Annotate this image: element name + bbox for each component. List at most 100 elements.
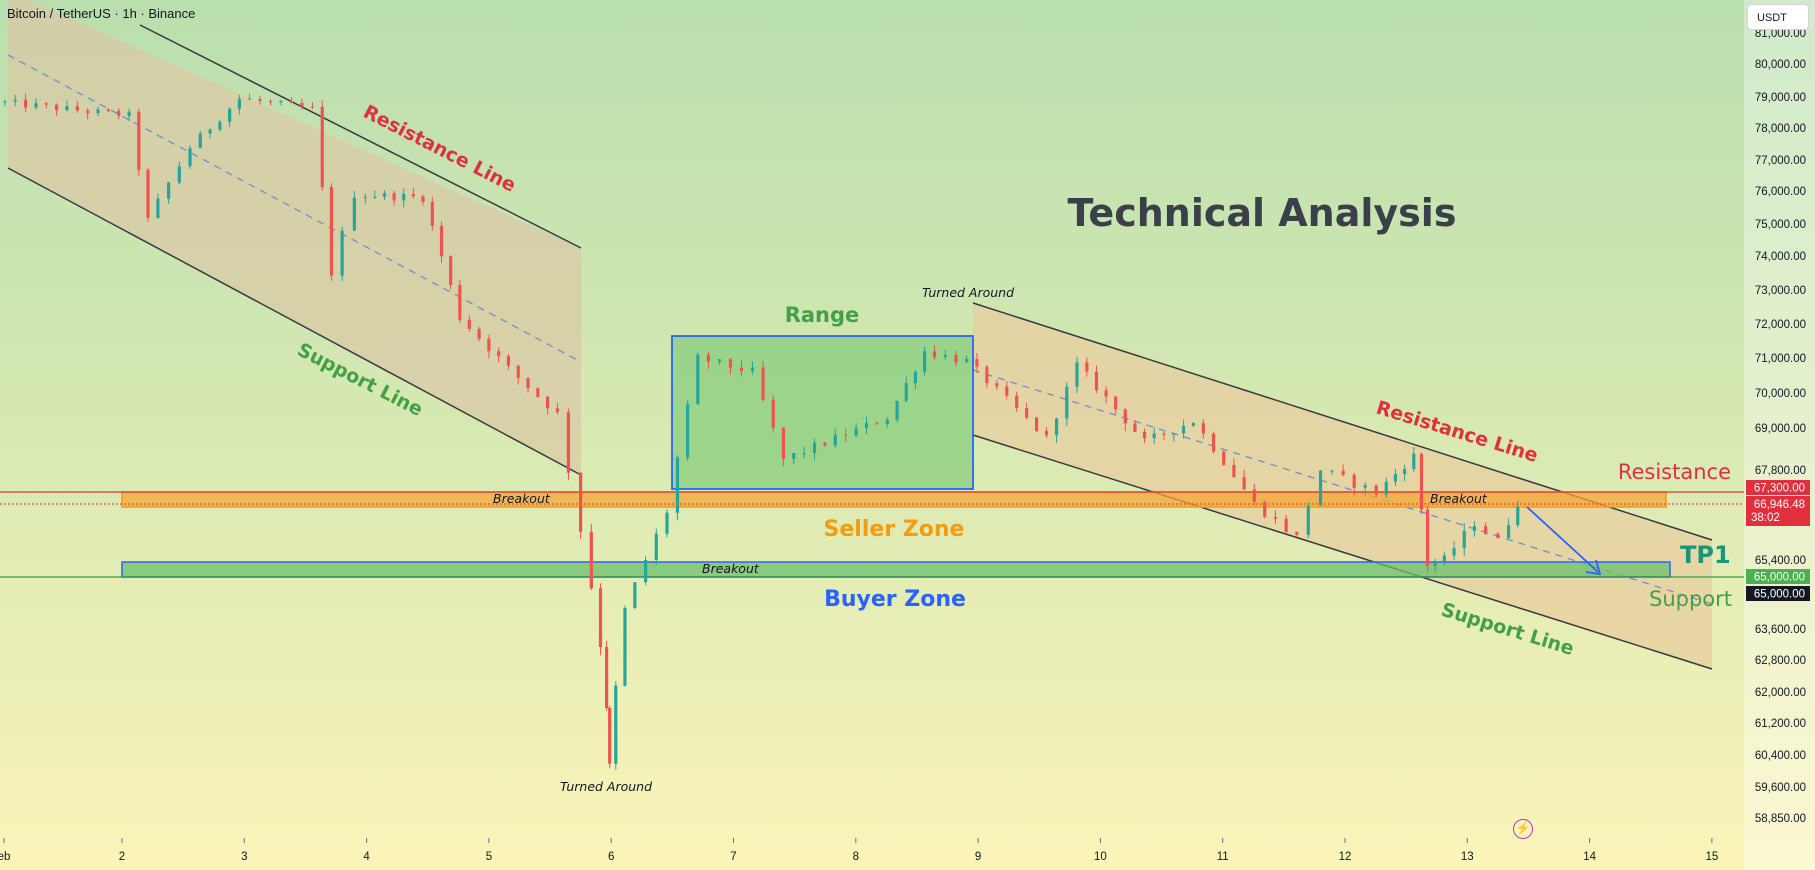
candle	[1104, 386, 1108, 404]
price-tick-label: 60,400.00	[1755, 750, 1806, 762]
symbol-title[interactable]: Bitcoin / TetherUS · 1h · Binance	[7, 6, 196, 21]
candle	[536, 387, 540, 398]
candle	[65, 100, 69, 111]
candle	[1496, 531, 1500, 539]
candle	[352, 191, 356, 232]
candle	[1393, 468, 1398, 487]
bolt-icon[interactable]: ⚡	[1513, 819, 1533, 839]
candle	[922, 346, 927, 377]
candle	[566, 408, 570, 481]
price-tick-label: 73,000.00	[1755, 285, 1806, 297]
candle	[1162, 431, 1166, 441]
candle	[1284, 514, 1288, 534]
time-tick-label: 3	[241, 851, 247, 863]
candle	[1075, 356, 1079, 394]
candle	[198, 130, 202, 149]
buyer-zone-label: Buyer Zone	[824, 587, 966, 612]
candle	[614, 681, 618, 770]
candle	[1403, 464, 1407, 482]
price-tick-label: 59,600.00	[1755, 782, 1806, 794]
candle	[167, 181, 171, 204]
candle	[1452, 541, 1456, 561]
candle	[96, 106, 100, 117]
time-tick-label: 2	[119, 851, 125, 863]
price-tick-label: 62,800.00	[1755, 655, 1806, 667]
candle	[555, 402, 559, 415]
candle	[55, 103, 59, 116]
candle	[1318, 470, 1323, 506]
candle	[467, 314, 471, 332]
title-technical-analysis: Technical Analysis	[1068, 191, 1457, 235]
candle	[23, 93, 28, 113]
candle	[449, 255, 453, 290]
time-tick-label: 15	[1706, 851, 1719, 863]
price-tick-label: 71,000.00	[1755, 353, 1806, 365]
price-axis-panel[interactable]	[1744, 0, 1815, 870]
candle	[1242, 469, 1246, 490]
candle	[833, 428, 837, 448]
candle	[761, 360, 765, 402]
candle	[1065, 382, 1069, 427]
support-price-text-dark: 65,000.00	[1754, 589, 1805, 601]
support-level-label: Support	[1649, 587, 1732, 611]
price-tick-label: 63,600.00	[1755, 624, 1806, 636]
candle	[844, 428, 848, 442]
breakout-note-buyer: Breakout	[702, 561, 760, 576]
candle	[439, 221, 444, 263]
candle	[854, 422, 858, 438]
candle	[497, 347, 501, 363]
candle	[706, 351, 711, 369]
candle	[717, 359, 722, 365]
turned-around-top-note: Turned Around	[922, 285, 1014, 300]
candle	[1025, 402, 1029, 420]
candle	[985, 365, 989, 389]
candle	[1472, 521, 1477, 537]
candle	[943, 350, 947, 360]
candle	[1015, 391, 1019, 412]
price-tick-label: 76,000.00	[1755, 186, 1806, 198]
channel-1-midline	[7, 54, 582, 363]
candle	[382, 190, 387, 200]
candle	[137, 108, 141, 176]
time-tick-label: 13	[1461, 851, 1474, 863]
candle	[106, 108, 110, 112]
channel-2-support-line	[972, 434, 1713, 670]
candle	[392, 190, 396, 206]
candle	[1232, 458, 1236, 478]
resistance-price-text: 67,300.00	[1754, 483, 1805, 495]
candle	[546, 395, 550, 415]
currency-button[interactable]: USDT	[1747, 4, 1809, 30]
candle	[268, 99, 273, 106]
price-tick-label: 79,000.00	[1755, 92, 1806, 104]
candle	[792, 452, 796, 465]
candle	[117, 108, 121, 120]
candle	[633, 581, 637, 610]
candle	[44, 101, 48, 109]
candle	[812, 438, 817, 460]
candles-group	[3, 93, 1520, 770]
candle	[458, 279, 462, 324]
time-tick-label: eb	[0, 851, 10, 863]
support-price-badge-green: 65,000.00	[1746, 569, 1810, 584]
candle	[1341, 464, 1345, 477]
candle	[430, 196, 434, 231]
breakout-note-seller-right: Breakout	[1430, 491, 1488, 506]
range-label: Range	[785, 303, 860, 327]
current-price-text: 66,946.48	[1754, 499, 1805, 511]
candle	[1352, 472, 1356, 496]
candle	[310, 102, 315, 109]
candle	[1330, 469, 1334, 476]
candle	[696, 352, 700, 405]
candle	[605, 640, 609, 711]
candle	[589, 523, 593, 591]
candle	[526, 377, 530, 393]
candle	[279, 99, 283, 106]
time-axis-ticks: eb 2 3 4 5 6 7 8 9 10 11 12 13 14 15	[0, 838, 1718, 863]
candle	[177, 161, 181, 185]
candle	[728, 357, 733, 375]
price-tick-label: 58,850.00	[1755, 813, 1806, 825]
candle	[13, 95, 17, 107]
candle	[1374, 484, 1378, 498]
